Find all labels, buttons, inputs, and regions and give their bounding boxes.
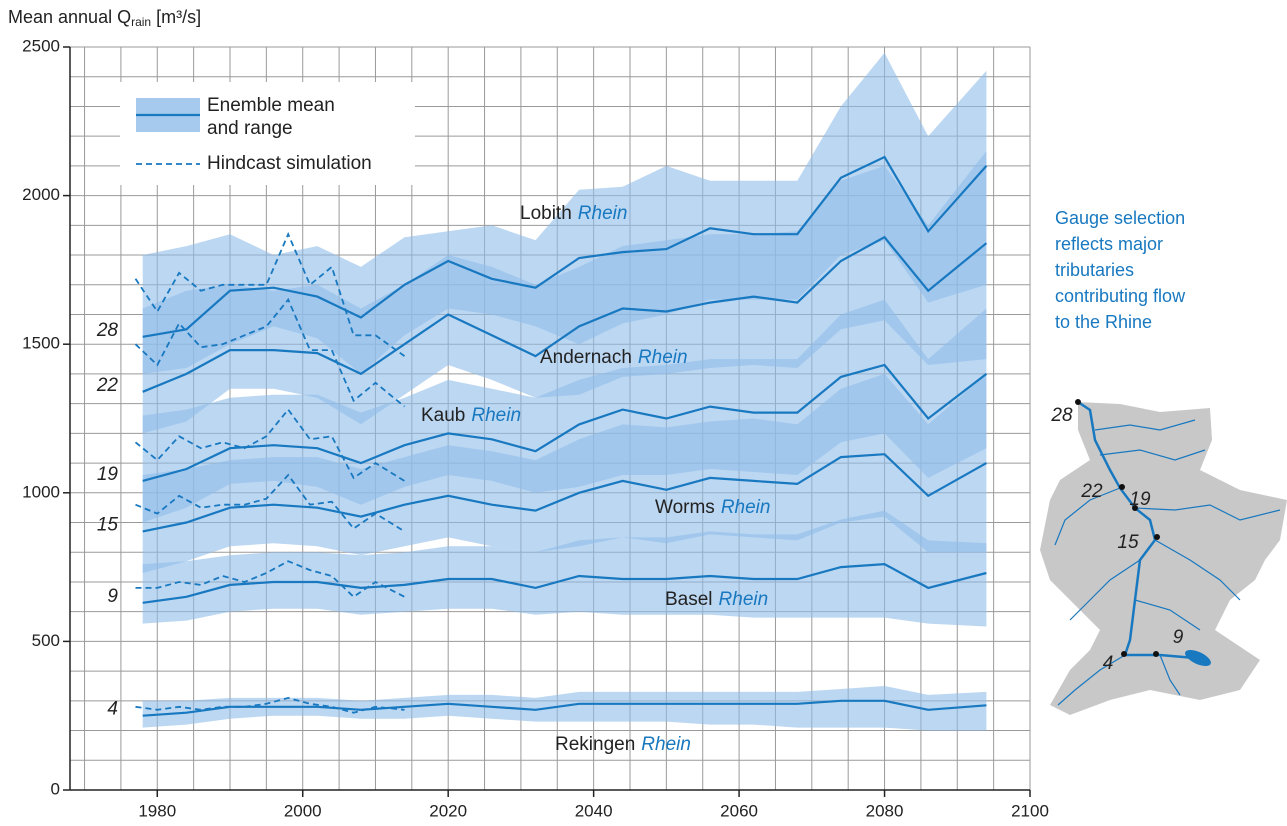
- gauge-name: Basel: [665, 589, 713, 610]
- note-line: reflects major: [1055, 234, 1163, 254]
- x-tick-label: 2100: [1011, 801, 1049, 820]
- legend-label: Enemble mean: [207, 95, 335, 116]
- map-gauge-number: 4: [1103, 653, 1114, 674]
- gauge-name: Andernach: [540, 347, 632, 368]
- hindcast-line: [135, 696, 405, 714]
- x-tick-label: 1980: [138, 801, 176, 820]
- gauge-label: Rekingen Rhein: [555, 734, 691, 755]
- x-tick-label: 2080: [866, 801, 904, 820]
- gauge-name: Worms: [655, 497, 715, 518]
- tributary: [1154, 539, 1241, 601]
- y-tick-label: 0: [51, 779, 60, 798]
- basin: [1040, 402, 1287, 715]
- gauge-dot: [1132, 505, 1138, 511]
- river-name: Rhein: [578, 203, 628, 224]
- map-gauge-number: 9: [1173, 627, 1184, 648]
- x-tick-label: 2060: [720, 801, 758, 820]
- y-axis-label: Mean annual Qrain [m³/s]: [8, 7, 201, 29]
- gauge-number: 15: [97, 514, 119, 535]
- tributary: [1134, 599, 1201, 631]
- map: 28 22 19 15 9 4: [1040, 399, 1287, 715]
- tributary: [1054, 487, 1121, 546]
- gauge-name: Lobith: [520, 203, 572, 224]
- gauge-number: 22: [96, 375, 119, 396]
- gauge-label: Worms Rhein: [655, 497, 770, 518]
- lines: [134, 155, 988, 717]
- gauge-number: 19: [97, 464, 119, 485]
- river-name: Rhein: [721, 497, 771, 518]
- gauge-number: 4: [107, 699, 118, 720]
- gauge-label: Lobith Rhein: [520, 203, 627, 224]
- river-name: Rhein: [638, 347, 688, 368]
- gauge-number: 28: [96, 320, 119, 341]
- tributary: [1159, 654, 1181, 696]
- mean-line: [142, 699, 987, 717]
- tributary: [1057, 654, 1126, 706]
- mean-line: [142, 235, 988, 393]
- x-tick-label: 2000: [284, 801, 322, 820]
- hindcast-line: [134, 297, 406, 408]
- y-tick-label: 1000: [22, 482, 60, 501]
- gauge-name: Kaub: [421, 405, 465, 426]
- gauge-name: Rekingen: [555, 734, 635, 755]
- labels: Lobith Rhein 28 Andernach Rhein 22 Kaub Rhein 19…: [96, 82, 1186, 755]
- bands: [142, 52, 987, 731]
- note-line: to the Rhine: [1055, 312, 1152, 332]
- y-tick-label: 1500: [22, 334, 60, 353]
- gauge-dot: [1121, 651, 1127, 657]
- range-band: [142, 373, 987, 573]
- gauge-dot: [1154, 534, 1160, 540]
- range-band: [142, 686, 987, 731]
- map-gauge-number: 15: [1117, 532, 1139, 553]
- hindcast-line: [135, 560, 405, 598]
- river-name: Rhein: [641, 734, 691, 755]
- mean-line: [142, 453, 987, 533]
- y-tick-label: 2000: [22, 185, 60, 204]
- legend-label: Hindcast simulation: [207, 153, 372, 174]
- map-gauge-number: 19: [1129, 489, 1151, 510]
- hindcast-line: [134, 231, 406, 357]
- tributary: [1134, 504, 1281, 521]
- map-gauge-number: 28: [1050, 405, 1073, 426]
- river-name: Rhein: [719, 589, 769, 610]
- gauge-label: Kaub Rhein: [421, 405, 521, 426]
- tributary: [1099, 449, 1206, 461]
- gauge-dot: [1153, 651, 1159, 657]
- river-name: Rhein: [471, 405, 521, 426]
- mean-line: [142, 562, 987, 604]
- note-line: tributaries: [1055, 260, 1134, 280]
- mean-line: [142, 363, 988, 482]
- hindcast-line: [135, 473, 405, 533]
- x-tick-label: 2020: [429, 801, 467, 820]
- y-label-sub: rain: [131, 15, 151, 29]
- range-band: [142, 510, 987, 627]
- mean-line: [142, 155, 988, 338]
- y-tick-label: 2500: [22, 36, 60, 55]
- note-line: contributing flow: [1055, 286, 1186, 306]
- legend-label: and range: [207, 118, 293, 139]
- hindcast-line: [134, 408, 405, 482]
- gauge-dot: [1075, 399, 1081, 405]
- y-label-main: Mean annual Q: [8, 7, 131, 27]
- gauge-label: Andernach Rhein: [540, 347, 688, 368]
- gauge-dot: [1119, 484, 1125, 490]
- tributary: [1069, 559, 1141, 621]
- lake: [1185, 649, 1211, 667]
- x-tick-label: 2040: [575, 801, 613, 820]
- map-gauge-number: 22: [1080, 481, 1103, 502]
- gauge-number: 9: [107, 586, 118, 607]
- note-line: Gauge selection: [1055, 208, 1185, 228]
- y-label-unit: [m³/s]: [156, 7, 201, 27]
- y-tick-label: 500: [32, 631, 60, 650]
- tributary: [1094, 419, 1196, 431]
- gauge-label: Basel Rhein: [665, 589, 768, 610]
